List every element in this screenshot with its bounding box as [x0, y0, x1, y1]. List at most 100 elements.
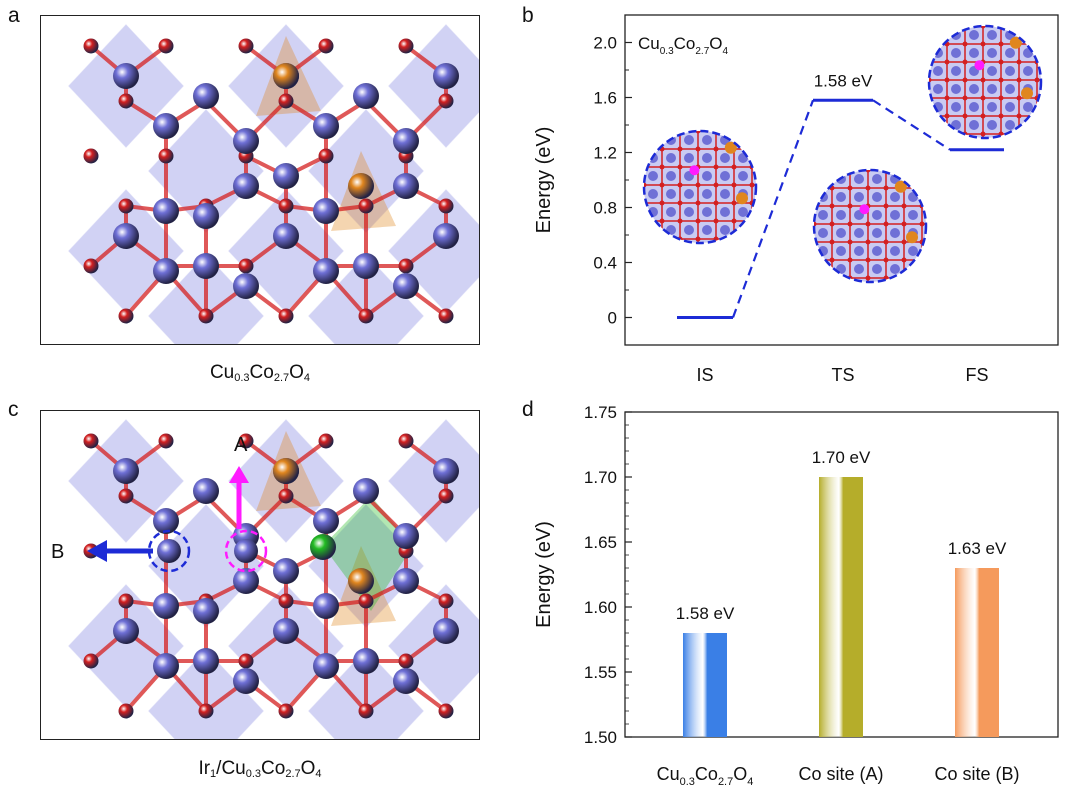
- arrow-b-head: [87, 540, 107, 562]
- y-tick-label: 0.4: [593, 254, 617, 273]
- cobalt-atom: [393, 128, 419, 154]
- bar-data-label: 1.70 eV: [812, 448, 871, 467]
- y-axis-label: Energy (eV): [533, 521, 555, 628]
- cobalt-atom: [233, 668, 259, 694]
- ir-octahedron: [323, 496, 413, 611]
- oxygen-atom: [118, 593, 134, 609]
- copper-atom: [348, 568, 374, 594]
- copper-atom: [273, 63, 299, 89]
- cobalt-atom: [273, 223, 299, 249]
- connector-line: [872, 99, 951, 151]
- cobalt-atom: [233, 568, 259, 594]
- oxygen-atom: [278, 93, 294, 109]
- y-tick-label: 1.6: [593, 89, 617, 108]
- cobalt-atom: [153, 653, 179, 679]
- cobalt-atom: [193, 253, 219, 279]
- copper-atom: [348, 173, 374, 199]
- y-tick-label: 0: [608, 309, 617, 328]
- inset-is: [642, 129, 758, 245]
- y-tick-label: 1.50: [584, 728, 617, 747]
- copper-atom: [273, 458, 299, 484]
- oxygen-atom: [198, 703, 214, 719]
- oxygen-atom: [358, 593, 374, 609]
- oxygen-atom: [358, 308, 374, 324]
- oxygen-atom: [238, 258, 254, 274]
- cobalt-atom: [433, 223, 459, 249]
- oxygen-atom: [83, 148, 99, 164]
- arrow-b-label: B: [51, 541, 64, 563]
- cobalt-atom: [233, 173, 259, 199]
- x-tick-label: IS: [696, 365, 713, 385]
- cobalt-atom: [273, 558, 299, 584]
- ts-energy-label: 1.58 eV: [814, 71, 873, 90]
- cobalt-atom: [433, 618, 459, 644]
- structure-image-a: [40, 15, 480, 345]
- cobalt-atom: [193, 648, 219, 674]
- y-tick-label: 0.8: [593, 199, 617, 218]
- cobalt-atom: [193, 478, 219, 504]
- cobalt-atom: [313, 258, 339, 284]
- oxygen-atom: [398, 653, 414, 669]
- cobalt-atom: [273, 163, 299, 189]
- cobalt-atom: [233, 128, 259, 154]
- cobalt-atom: [153, 593, 179, 619]
- cobalt-atom: [193, 83, 219, 109]
- cobalt-atom: [393, 668, 419, 694]
- oxygen-atom: [438, 308, 454, 324]
- cobalt-atom: [153, 508, 179, 534]
- cobalt-atom: [393, 568, 419, 594]
- x-tick-label: Cu0.3Co2.7O4: [657, 764, 754, 788]
- oxygen-atom: [358, 703, 374, 719]
- cobalt-atom: [193, 203, 219, 229]
- site-b-marker: [147, 529, 191, 573]
- oxygen-atom: [438, 488, 454, 504]
- cobalt-atom: [393, 273, 419, 299]
- cobalt-atom: [313, 508, 339, 534]
- panel-label-a: a: [8, 4, 20, 27]
- panel-label-c: c: [8, 398, 19, 421]
- oxygen-atom: [398, 433, 414, 449]
- oxygen-atom: [158, 38, 174, 54]
- y-tick-label: 1.55: [584, 663, 617, 682]
- inset-fs: [927, 24, 1043, 140]
- cobalt-atom: [393, 173, 419, 199]
- oxygen-atom: [318, 433, 334, 449]
- cobalt-atom: [353, 478, 379, 504]
- oxygen-atom: [118, 488, 134, 504]
- oxygen-atom: [83, 38, 99, 54]
- oxygen-atom: [438, 93, 454, 109]
- cobalt-atom: [313, 593, 339, 619]
- cobalt-atom: [233, 273, 259, 299]
- oxygen-atom: [438, 593, 454, 609]
- oxygen-atom: [278, 488, 294, 504]
- cobalt-atom-site-a: [234, 539, 258, 563]
- oxygen-atom: [278, 593, 294, 609]
- energy-bar-chart: 1.50 1.55 1.60 1.65 1.70 1.75 Energy (eV) 1.58 …: [533, 403, 1059, 788]
- cobalt-atom: [193, 598, 219, 624]
- oxygen-atom: [438, 703, 454, 719]
- oxygen-atom: [238, 38, 254, 54]
- x-tick-label: FS: [965, 365, 988, 385]
- oxygen-atom: [278, 703, 294, 719]
- caption-formula-a: Cu0.3Co2.7O4: [209, 362, 311, 384]
- connector-line: [731, 99, 815, 318]
- oxygen-atom: [158, 148, 174, 164]
- bar-2: [955, 568, 999, 737]
- polyhedron: [387, 23, 479, 149]
- bar-0: [683, 633, 727, 737]
- x-tick-label: Co site (B): [934, 764, 1019, 784]
- oxygen-atom: [83, 433, 99, 449]
- panel-label-b: b: [522, 4, 534, 27]
- bar-data-label: 1.58 eV: [676, 604, 735, 623]
- crystal-structure-a: [67, 23, 479, 344]
- crystal-structure-c: AB: [51, 418, 479, 739]
- caption-formula-c: Ir1/Cu0.3Co2.7O4: [198, 758, 322, 780]
- oxygen-atom: [118, 703, 134, 719]
- bar-data-label: 1.63 eV: [948, 539, 1007, 558]
- y-tick-label: 1.60: [584, 598, 617, 617]
- iridium-atom: [310, 534, 336, 560]
- energy-profile-chart: 0 0.4 0.8 1.2 1.6 2.0 Energy (eV) Cu0.3Co2.7O4 I…: [533, 14, 1059, 385]
- oxygen-atom: [158, 433, 174, 449]
- y-axis-label: Energy (eV): [533, 127, 555, 234]
- oxygen-atom: [318, 38, 334, 54]
